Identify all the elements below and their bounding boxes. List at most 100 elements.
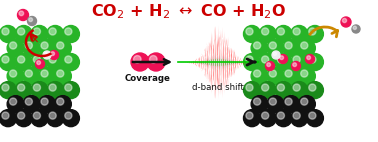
Circle shape — [57, 42, 64, 49]
Circle shape — [307, 54, 324, 71]
Circle shape — [25, 70, 33, 77]
Circle shape — [39, 96, 56, 113]
Circle shape — [309, 112, 316, 119]
Circle shape — [298, 39, 315, 57]
Circle shape — [62, 82, 79, 99]
Circle shape — [251, 39, 268, 57]
Circle shape — [246, 28, 253, 35]
Circle shape — [25, 42, 33, 49]
Circle shape — [57, 98, 64, 105]
Circle shape — [291, 54, 308, 71]
Circle shape — [54, 96, 71, 113]
Circle shape — [31, 82, 48, 99]
Circle shape — [246, 112, 253, 119]
Circle shape — [259, 110, 276, 127]
Circle shape — [254, 70, 261, 77]
Circle shape — [49, 56, 56, 63]
Text: Coverage: Coverage — [125, 74, 171, 83]
Circle shape — [309, 84, 316, 91]
Circle shape — [273, 52, 276, 56]
Circle shape — [285, 98, 292, 105]
Circle shape — [353, 26, 356, 30]
Circle shape — [254, 98, 261, 105]
Circle shape — [251, 96, 268, 113]
Circle shape — [275, 82, 292, 99]
Circle shape — [341, 17, 351, 27]
Circle shape — [2, 28, 9, 35]
Circle shape — [307, 56, 311, 59]
Text: CO$_2$ + H$_2$ $\leftrightarrow$ CO + H$_2$O: CO$_2$ + H$_2$ $\leftrightarrow$ CO + H$… — [91, 2, 287, 21]
Circle shape — [9, 98, 17, 105]
Circle shape — [291, 82, 308, 99]
Circle shape — [29, 18, 33, 22]
Circle shape — [283, 68, 300, 85]
Circle shape — [243, 26, 260, 42]
Circle shape — [265, 61, 274, 70]
Circle shape — [43, 51, 51, 59]
Circle shape — [33, 28, 40, 35]
Circle shape — [150, 56, 157, 63]
Circle shape — [267, 63, 271, 67]
Circle shape — [23, 39, 40, 57]
Circle shape — [269, 42, 276, 49]
Circle shape — [49, 84, 56, 91]
Circle shape — [28, 16, 37, 26]
Circle shape — [246, 56, 253, 63]
Circle shape — [65, 112, 72, 119]
Circle shape — [275, 110, 292, 127]
Circle shape — [46, 82, 64, 99]
Circle shape — [277, 84, 285, 91]
Text: ✕: ✕ — [31, 35, 39, 45]
Circle shape — [62, 54, 79, 71]
Text: d-band shift: d-band shift — [192, 83, 244, 92]
Circle shape — [2, 84, 9, 91]
Circle shape — [54, 68, 71, 85]
Circle shape — [15, 26, 32, 42]
Circle shape — [23, 68, 40, 85]
Circle shape — [293, 84, 300, 91]
Circle shape — [57, 70, 64, 77]
Circle shape — [259, 26, 276, 42]
Circle shape — [15, 82, 32, 99]
Circle shape — [275, 26, 292, 42]
Circle shape — [272, 51, 280, 59]
Circle shape — [301, 98, 308, 105]
Circle shape — [246, 84, 253, 91]
Circle shape — [291, 110, 308, 127]
Circle shape — [46, 54, 64, 71]
Circle shape — [307, 110, 324, 127]
Circle shape — [267, 96, 284, 113]
Circle shape — [7, 96, 24, 113]
Circle shape — [65, 84, 72, 91]
Circle shape — [18, 84, 25, 91]
Circle shape — [62, 26, 79, 42]
Circle shape — [0, 26, 17, 42]
Circle shape — [305, 55, 314, 63]
Circle shape — [9, 70, 17, 77]
Circle shape — [33, 84, 40, 91]
Circle shape — [298, 96, 315, 113]
Circle shape — [259, 82, 276, 99]
Circle shape — [269, 70, 276, 77]
Circle shape — [277, 112, 285, 119]
Circle shape — [307, 82, 324, 99]
Circle shape — [15, 110, 32, 127]
Circle shape — [41, 70, 48, 77]
Circle shape — [293, 112, 300, 119]
Circle shape — [17, 10, 28, 20]
Circle shape — [7, 68, 24, 85]
Circle shape — [18, 112, 25, 119]
Circle shape — [275, 54, 292, 71]
Circle shape — [19, 11, 24, 16]
Circle shape — [65, 28, 72, 35]
Circle shape — [62, 110, 79, 127]
Circle shape — [285, 70, 292, 77]
Circle shape — [262, 28, 269, 35]
Circle shape — [259, 54, 276, 71]
Circle shape — [31, 110, 48, 127]
Circle shape — [293, 28, 300, 35]
Circle shape — [9, 42, 17, 49]
Circle shape — [46, 26, 64, 42]
Circle shape — [2, 56, 9, 63]
Circle shape — [254, 42, 261, 49]
